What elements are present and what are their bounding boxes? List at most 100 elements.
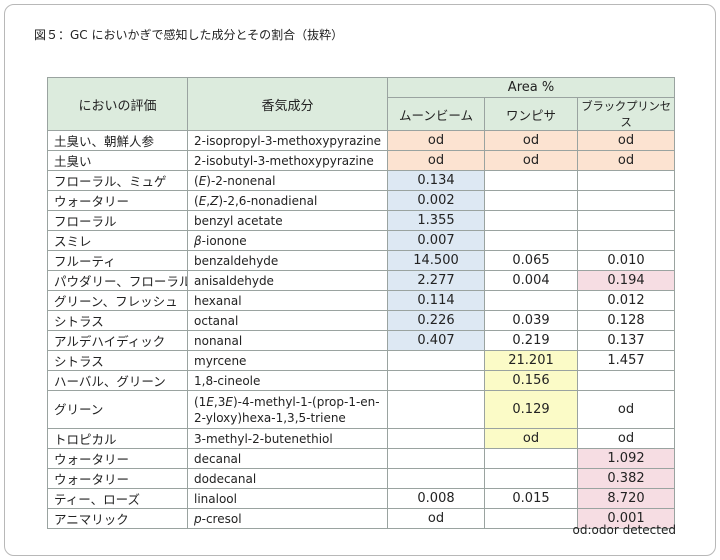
odor-evaluation: アルデハイディック [47,330,188,351]
area-moonbeam: 0.008 [387,488,485,509]
aroma-component: 2-isopropyl-3-methoxypyrazine [187,130,388,151]
area-black-princess: 1.092 [576,448,676,469]
area-black-princess: 0.128 [576,310,676,331]
area-wanpisa [484,190,578,211]
area-wanpisa [484,290,578,311]
table-row: ハーバル、グリーン 1,8-cineole 0.156 [47,370,676,391]
aroma-component: myrcene [187,350,388,371]
area-wanpisa [484,170,578,191]
odor-evaluation: ウォータリー [47,468,188,489]
table-row: グリーン (1E,3E)-4-methyl-1-(prop-1-en-2-ylox… [47,390,676,429]
area-black-princess [576,370,676,391]
table-row: ウォータリー (E,Z)-2,6-nonadienal 0.002 [47,190,676,211]
odor-evaluation: フローラル [47,210,188,231]
odor-evaluation: ウォータリー [47,448,188,469]
area-wanpisa: 21.201 [484,350,578,371]
odor-evaluation: トロピカル [47,428,188,449]
odor-evaluation: 土臭い [47,150,188,171]
area-wanpisa: 0.004 [484,270,578,291]
table-row: ティー、ローズ linalool 0.008 0.015 8.720 [47,488,676,509]
aroma-component: dodecanal [187,468,388,489]
area-black-princess: od [576,130,676,151]
aroma-component: nonanal [187,330,388,351]
area-wanpisa: 0.156 [484,370,578,391]
odor-evaluation: グリーン [47,390,188,429]
table-row: シトラス myrcene 21.201 1.457 [47,350,676,371]
area-moonbeam: od [387,150,485,171]
header-sample-moonbeam: ムーンビーム [387,97,485,131]
area-black-princess: od [576,150,676,171]
area-black-princess [576,230,676,251]
odor-evaluation: ウォータリー [47,190,188,211]
aroma-component: (E)-2-nonenal [187,170,388,191]
area-black-princess: od [576,390,676,429]
area-black-princess: 0.012 [576,290,676,311]
aroma-component: linalool [187,488,388,509]
area-wanpisa: od [484,150,578,171]
aroma-component: 2-isobutyl-3-methoxypyrazine [187,150,388,171]
area-moonbeam: od [387,130,485,151]
area-moonbeam: 0.114 [387,290,485,311]
table-row: トロピカル 3-methyl-2-butenethiol od od [47,428,676,449]
footnote-od: od:odor detected [572,523,676,537]
area-moonbeam: 0.002 [387,190,485,211]
area-wanpisa [484,210,578,231]
area-moonbeam: 0.407 [387,330,485,351]
odor-evaluation: パウダリー、フローラル [47,270,188,291]
area-black-princess [576,210,676,231]
aroma-component: (1E,3E)-4-methyl-1-(prop-1-en-2-yloxy)he… [187,390,388,429]
odor-evaluation: グリーン、フレッシュ [47,290,188,311]
table-body: 土臭い、朝鮮人参 2-isopropyl-3-methoxypyrazine od o… [47,130,676,529]
table-row: 土臭い、朝鮮人参 2-isopropyl-3-methoxypyrazine od o… [47,130,676,151]
table-row: フローラル、ミュゲ (E)-2-nonenal 0.134 [47,170,676,191]
area-wanpisa: od [484,130,578,151]
area-moonbeam: 0.226 [387,310,485,331]
area-black-princess: 0.382 [576,468,676,489]
odor-evaluation: スミレ [47,230,188,251]
figure-title: 図５：GC においかぎで感知した成分とその割合（抜粋） [34,28,344,42]
header-eval: においの評価 [47,77,188,131]
aroma-component: hexanal [187,290,388,311]
area-wanpisa [484,448,578,469]
table-row: グリーン、フレッシュ hexanal 0.114 0.012 [47,290,676,311]
area-black-princess: 0.010 [576,250,676,271]
area-moonbeam: 0.007 [387,230,485,251]
odor-evaluation: フローラル、ミュゲ [47,170,188,191]
table-row: スミレ β-ionone 0.007 [47,230,676,251]
odor-evaluation: フルーティ [47,250,188,271]
area-black-princess: 8.720 [576,488,676,509]
area-wanpisa: 0.015 [484,488,578,509]
gc-olfactometry-table: においの評価 香気成分 Area % ムーンビーム ワンピサ ブラックプリンセス… [47,77,676,529]
area-wanpisa: od [484,428,578,449]
table-row: シトラス octanal 0.226 0.039 0.128 [47,310,676,331]
area-wanpisa: 0.065 [484,250,578,271]
table-row: アルデハイディック nonanal 0.407 0.219 0.137 [47,330,676,351]
header-area: Area % [386,77,676,98]
area-moonbeam: 1.355 [387,210,485,231]
aroma-component: (E,Z)-2,6-nonadienal [187,190,388,211]
odor-evaluation: ハーバル、グリーン [47,370,188,391]
area-moonbeam [387,350,485,371]
area-black-princess: 0.194 [576,270,676,291]
area-wanpisa: 0.039 [484,310,578,331]
area-black-princess [576,170,676,191]
odor-evaluation: シトラス [47,350,188,371]
header-sample-wanpisa: ワンピサ [484,97,578,131]
aroma-component: octanal [187,310,388,331]
area-moonbeam [387,428,485,449]
aroma-component: 3-methyl-2-butenethiol [187,428,388,449]
table-row: アニマリック p-cresol od 0.001 [47,508,676,529]
aroma-component: anisaldehyde [187,270,388,291]
area-black-princess: 0.001 [576,508,676,529]
area-moonbeam [387,390,485,429]
area-moonbeam: od [387,508,485,529]
area-black-princess: 1.457 [576,350,676,371]
aroma-component: p-cresol [187,508,388,529]
table-row: ウォータリー decanal 1.092 [47,448,676,469]
odor-evaluation: アニマリック [47,508,188,529]
table-row: ウォータリー dodecanal 0.382 [47,468,676,489]
table-row: 土臭い 2-isobutyl-3-methoxypyrazine od od od [47,150,676,171]
area-moonbeam: 2.277 [387,270,485,291]
area-black-princess: od [576,428,676,449]
header-sample-black-princess: ブラックプリンセス [576,97,676,131]
